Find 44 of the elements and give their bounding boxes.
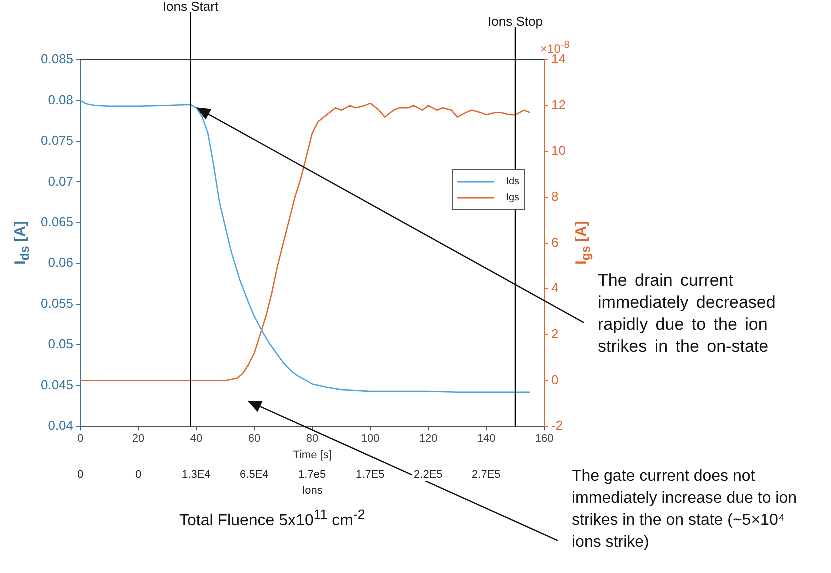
y-tick-label: 0.06 <box>48 255 74 270</box>
x-tick-label: 80 <box>306 433 319 446</box>
y2-tick-label: 12 <box>552 97 566 112</box>
y-tick-label: 0.075 <box>40 133 74 148</box>
text: 1.3E4 <box>180 469 213 481</box>
y2-tick-label: -2 <box>552 418 564 434</box>
y2-tick-label: 4 <box>552 280 559 296</box>
x-tick-label: 20 <box>132 433 145 446</box>
y2-tick-label: 6 <box>552 234 559 250</box>
y-tick-label: 0.04 <box>48 418 74 434</box>
x-tick-label: 60 <box>248 433 261 446</box>
ref-line-label: Ions Start <box>162 0 219 14</box>
x-tick-label: 120 <box>419 433 438 446</box>
y-tick-label: 0.045 <box>40 377 74 392</box>
y2-tick-label: 8 <box>552 189 559 204</box>
y-tick-label: 0.05 <box>48 336 74 352</box>
y-tick-label: 0.065 <box>40 214 74 230</box>
y2-tick-label: 10 <box>552 143 566 158</box>
text: 1.7E5 <box>354 469 387 481</box>
text: 2.2E5 <box>412 469 445 481</box>
y2-tick-label: 0 <box>552 372 559 388</box>
legend-label: Ids <box>506 176 520 188</box>
text: The gate current does not immediately increase due to ion strikes in the on state (~5×10⁴ ions strike) <box>572 467 798 553</box>
legend-label: Igs <box>506 192 520 204</box>
text: 6.5E4 <box>238 469 271 481</box>
x-tick-label: 100 <box>361 433 380 446</box>
y-tick-label: 0.08 <box>48 92 74 108</box>
text: 1.7e5 <box>296 469 328 481</box>
y-tick-label: 0.055 <box>40 296 74 311</box>
text: 0 <box>134 469 144 481</box>
text: 2.7E5 <box>470 469 503 481</box>
x-axis-title: Time [s] <box>293 449 332 462</box>
x-tick-label: 140 <box>477 433 496 446</box>
y-tick-label: 0.07 <box>48 174 74 189</box>
x-tick-label: 160 <box>535 433 554 446</box>
y2-tick-label: 2 <box>552 326 559 342</box>
x-tick-label: 40 <box>190 433 203 446</box>
text: Total Fluence 5x10$^{11}$ cm$^{-2}$ <box>180 507 366 530</box>
text: Ions <box>302 485 323 497</box>
y-tick-label: 0.085 <box>40 52 74 67</box>
ref-line-label: Ions Stop <box>488 14 544 30</box>
text: 0 <box>76 469 86 481</box>
x-tick-label: 0 <box>77 433 84 446</box>
text: The drain current immediately decreased rapidly due to the ion strikes in the on-state <box>598 270 777 358</box>
